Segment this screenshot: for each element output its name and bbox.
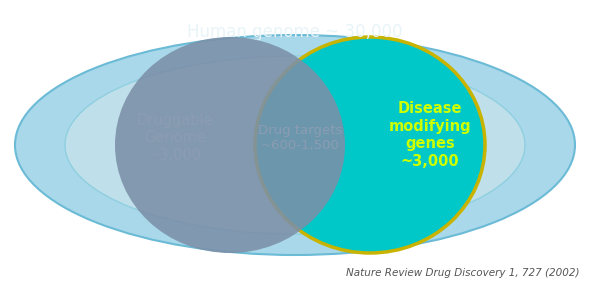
Text: Human genome ~ 30,000: Human genome ~ 30,000 xyxy=(187,23,402,41)
Text: Drug targets
~600-1,500: Drug targets ~600-1,500 xyxy=(258,124,342,152)
Text: Nature Review Drug Discovery 1, 727 (2002): Nature Review Drug Discovery 1, 727 (200… xyxy=(346,268,580,278)
Ellipse shape xyxy=(15,35,575,255)
Ellipse shape xyxy=(255,37,485,253)
Text: Druggable
Genome
~3,000: Druggable Genome ~3,000 xyxy=(137,113,213,163)
Text: Disease
modifying
genes
~3,000: Disease modifying genes ~3,000 xyxy=(389,101,471,169)
Ellipse shape xyxy=(65,56,525,234)
Ellipse shape xyxy=(115,37,345,253)
